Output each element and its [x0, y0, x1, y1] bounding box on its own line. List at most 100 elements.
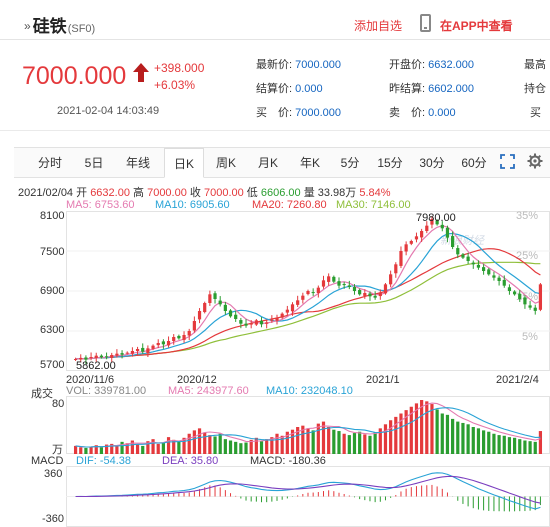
fullscreen-icon[interactable] — [500, 154, 515, 169]
volume-ma5-line — [75, 402, 541, 448]
candle — [316, 285, 320, 298]
volume-bar — [332, 429, 336, 454]
candle-body — [497, 277, 501, 281]
quote-field: 开盘价: 6632.000 — [389, 59, 475, 71]
volume-bar — [182, 437, 186, 454]
candle-body — [533, 307, 537, 311]
candle-body — [135, 349, 140, 351]
candle — [327, 273, 331, 286]
candle — [130, 347, 134, 357]
volume-bar — [213, 436, 217, 454]
candle — [135, 346, 140, 356]
candle — [347, 280, 351, 290]
volume-bar — [311, 430, 315, 454]
tab-yearly-k[interactable]: 年K — [299, 156, 320, 170]
volume-bar — [161, 442, 165, 454]
gear-icon[interactable] — [527, 153, 543, 169]
tab-5min[interactable]: 5分 — [340, 156, 360, 170]
change-percent: +6.03% — [154, 78, 196, 92]
volume-bar — [275, 433, 279, 454]
volume-bar — [502, 435, 506, 454]
ma20-line — [75, 248, 541, 360]
candle-body — [280, 313, 284, 318]
volume-bar — [409, 406, 413, 454]
candle — [234, 311, 238, 322]
volume-bar — [146, 441, 150, 454]
volume-bar — [471, 427, 475, 454]
volume-bar — [172, 439, 176, 454]
candle — [177, 334, 181, 340]
volume-bar — [156, 443, 160, 454]
volume-bar — [487, 431, 491, 454]
min-price-label: 5862.00 — [76, 360, 116, 372]
volume-bar — [99, 447, 104, 454]
volume-bar — [120, 441, 124, 454]
candle-body — [358, 289, 362, 295]
candle — [373, 291, 377, 300]
candle — [259, 317, 264, 328]
candle-body — [528, 305, 532, 308]
add-favorite-button[interactable]: 添加自选 — [354, 19, 403, 33]
candle-body — [538, 284, 543, 310]
ma30-line — [75, 261, 541, 360]
candle-body — [151, 345, 155, 349]
candle-body — [466, 256, 470, 261]
candle — [321, 275, 326, 289]
candle-body — [228, 310, 233, 317]
price-tick: 6900 — [40, 285, 65, 297]
candle — [414, 232, 419, 243]
ma10-line — [75, 232, 541, 360]
candle-body — [306, 291, 310, 295]
candle-body — [94, 355, 98, 359]
candle — [492, 271, 496, 281]
volume-bar — [208, 435, 212, 454]
candle-body — [347, 285, 351, 287]
candle — [151, 344, 155, 351]
change-amount: +398.000 — [154, 61, 205, 75]
candle-body — [296, 300, 300, 305]
volume-bar — [223, 439, 227, 454]
candle-body — [352, 287, 357, 291]
volume-bar — [445, 414, 450, 454]
view-in-app-button[interactable]: 在APP中查看 — [440, 19, 513, 33]
tab-daily-k[interactable]: 日K — [164, 148, 204, 178]
candle-body — [482, 267, 486, 271]
tab-30min[interactable]: 30分 — [419, 156, 445, 170]
candle — [104, 352, 109, 360]
candle — [487, 268, 491, 276]
tab-fenshi[interactable]: 分时 — [37, 156, 62, 170]
tab-5day[interactable]: 5日 — [84, 156, 104, 170]
tab-weekly-k[interactable]: 周K — [215, 156, 236, 170]
tab-year-line[interactable]: 年线 — [125, 156, 150, 170]
candle — [223, 301, 227, 315]
macd-value: MACD: -180.36 — [250, 455, 326, 467]
up-arrow-icon — [133, 63, 149, 82]
phone-icon[interactable] — [420, 14, 431, 32]
price-tick: 7500 — [40, 246, 65, 258]
candle-body — [409, 241, 413, 244]
pct-tick: 25% — [516, 250, 539, 262]
candle — [358, 288, 362, 296]
volume-bar — [301, 425, 305, 454]
volume-bar — [337, 431, 341, 454]
tab-60min[interactable]: 60分 — [461, 156, 487, 170]
price-tick: 6300 — [40, 324, 65, 336]
candle-body — [172, 337, 176, 341]
volume-ma10: MA10: 232048.10 — [266, 385, 353, 397]
candle-body — [223, 304, 227, 311]
collapse-icon[interactable]: » — [24, 19, 31, 33]
x-tick: 2020/11/6 — [66, 374, 115, 386]
candle-body — [265, 322, 269, 324]
volume-bar — [187, 433, 191, 454]
candle — [275, 314, 279, 325]
tab-monthly-k[interactable]: 月K — [257, 156, 278, 170]
volume-unit: 万 — [52, 444, 63, 456]
candle-body — [332, 276, 336, 282]
candle — [456, 245, 460, 259]
candle-body — [197, 311, 202, 320]
tab-15min[interactable]: 15分 — [377, 156, 403, 170]
candle-body — [378, 292, 382, 297]
volume-bar — [84, 447, 88, 454]
candle-body — [110, 355, 114, 358]
instrument-title: » 硅铁(SF0) — [24, 12, 95, 37]
